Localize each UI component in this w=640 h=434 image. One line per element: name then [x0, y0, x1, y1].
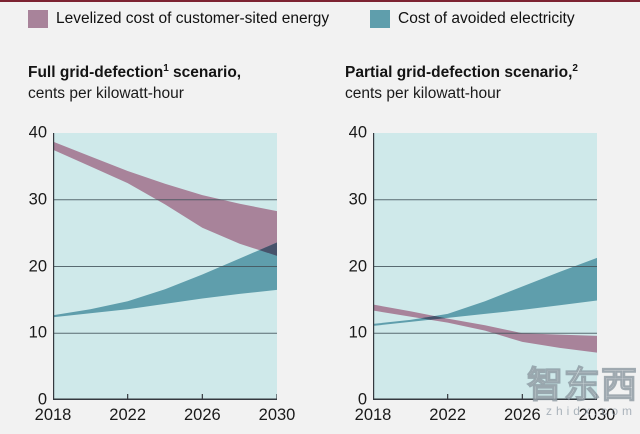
chart-title-full-defection: Full grid-defection1 scenario, cents per…	[28, 58, 328, 104]
band-overlap	[420, 315, 446, 320]
y-axis-label: 20	[348, 257, 367, 275]
chart-title-partial-defection: Partial grid-defection scenario,2 cents …	[345, 58, 640, 104]
x-axis-label: 2022	[109, 406, 147, 424]
band-customer-sited	[53, 141, 277, 256]
y-axis-label: 0	[37, 390, 47, 409]
y-axis-label: 40	[348, 123, 367, 142]
watermark-url: zhidx.com	[545, 404, 636, 418]
chart-area-svg	[373, 133, 597, 400]
legend-label: Levelized cost of customer-sited energy	[56, 10, 330, 27]
y-axis-label: 40	[28, 123, 47, 142]
band-avoided-electricity	[53, 242, 277, 318]
chart-area-svg	[53, 133, 277, 400]
legend: Levelized cost of customer-sited energy …	[28, 9, 628, 31]
legend-swatch-teal	[370, 10, 390, 28]
band-overlap	[259, 242, 277, 256]
footnote-marker: 1	[163, 63, 169, 74]
plot-area-full-defection	[53, 133, 277, 400]
x-axis-label: 2026	[503, 406, 541, 424]
chart-subtitle: cents per kilowatt-hour	[28, 85, 184, 103]
y-axis-label: 0	[357, 390, 367, 409]
y-axis-label: 10	[28, 323, 47, 342]
x-axis-label: 2022	[429, 406, 467, 424]
band-customer-sited	[373, 304, 597, 353]
x-axis-label: 2030	[258, 406, 296, 424]
legend-item-avoided-electricity: Cost of avoided electricity	[370, 9, 575, 29]
legend-label: Cost of avoided electricity	[398, 10, 575, 27]
x-axis-label: 2026	[183, 406, 221, 424]
y-axis-label: 20	[28, 257, 47, 275]
y-axis-label: 30	[28, 190, 47, 209]
legend-swatch-purple	[28, 10, 48, 28]
y-axis-label: 30	[348, 190, 367, 209]
top-accent-bar	[0, 0, 640, 2]
band-avoided-electricity	[373, 257, 597, 326]
x-axis-label: 2018	[34, 406, 72, 424]
plot-area-partial-defection	[373, 133, 597, 400]
y-axis-label: 10	[348, 323, 367, 342]
x-axis-label: 2018	[354, 406, 392, 424]
legend-item-customer-sited: Levelized cost of customer-sited energy	[28, 9, 329, 29]
x-axis-label: 2030	[578, 406, 616, 424]
chart-subtitle: cents per kilowatt-hour	[345, 85, 501, 103]
footnote-marker: 2	[572, 63, 578, 74]
